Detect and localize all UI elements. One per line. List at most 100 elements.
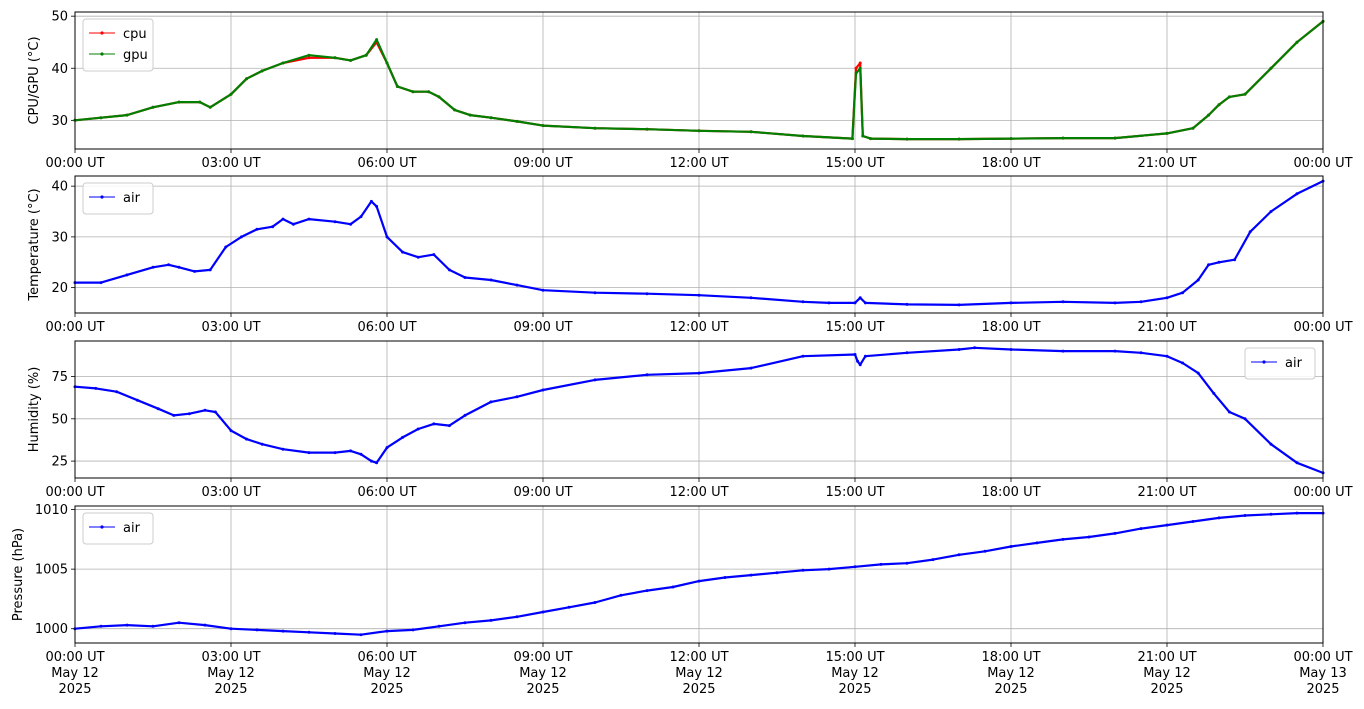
x-tick-label: 12:00 UT	[669, 156, 728, 171]
x-tick-label: 09:00 UT	[513, 320, 572, 335]
legend-marker-air	[100, 525, 104, 529]
legend: air	[82, 512, 154, 545]
data-point-air	[1035, 541, 1039, 545]
data-point-air	[193, 269, 197, 273]
x-date-label: May 12	[675, 666, 723, 681]
x-tick-label: 12:00 UT	[669, 485, 728, 500]
x-date-label: 2025	[214, 682, 247, 697]
x-tick-label: 03:00 UT	[201, 156, 260, 171]
x-tick-label: 21:00 UT	[1137, 485, 1196, 500]
data-point-gpu	[385, 61, 389, 65]
data-point-air	[307, 630, 311, 634]
data-point-air	[1061, 349, 1065, 353]
data-point-air	[879, 562, 883, 566]
data-point-air	[239, 235, 243, 239]
data-point-air	[187, 412, 191, 416]
data-point-gpu	[1207, 113, 1211, 117]
data-point-air	[1217, 516, 1221, 520]
data-point-air	[281, 217, 285, 221]
data-point-air	[973, 346, 977, 350]
data-point-air	[307, 217, 311, 221]
data-point-air	[255, 628, 259, 632]
legend: air	[82, 182, 154, 215]
x-tick-label: 12:00 UT	[669, 320, 728, 335]
data-point-air	[1233, 258, 1237, 262]
y-tick-label: 50	[51, 10, 68, 25]
data-point-air	[245, 437, 249, 441]
x-tick-label: 03:00 UT	[201, 320, 260, 335]
legend-marker-air	[100, 195, 104, 199]
data-point-gpu	[858, 66, 862, 70]
data-point-air	[1181, 291, 1185, 295]
data-point-air	[333, 632, 337, 635]
x-tick-label: 00:00 UT	[1293, 320, 1352, 335]
data-point-air	[489, 278, 493, 282]
data-point-air	[957, 348, 961, 351]
data-point-air	[1248, 230, 1252, 234]
data-point-air	[957, 303, 961, 307]
y-tick-label: 50	[51, 412, 68, 427]
legend-label-gpu: gpu	[123, 48, 148, 63]
data-point-air	[1113, 349, 1117, 353]
data-point-air	[1295, 192, 1299, 196]
data-point-air	[463, 276, 467, 279]
data-point-gpu	[905, 137, 909, 141]
data-point-air	[1165, 523, 1169, 527]
legend-box	[1244, 347, 1316, 380]
data-point-air	[749, 573, 753, 577]
data-point-air	[359, 215, 363, 219]
data-point-air	[125, 273, 129, 277]
data-point-air	[1139, 300, 1143, 304]
data-point-air	[775, 571, 779, 575]
data-point-gpu	[395, 85, 399, 88]
data-point-cpu	[854, 66, 858, 70]
legend-label-air: air	[123, 521, 141, 536]
data-point-air	[1196, 371, 1200, 375]
data-point-air	[905, 351, 909, 355]
x-tick-label: 03:00 UT	[201, 650, 260, 665]
data-point-air	[437, 624, 441, 628]
data-point-air	[333, 220, 337, 224]
x-tick-label: 18:00 UT	[981, 650, 1040, 665]
x-date-label: 2025	[682, 682, 715, 697]
data-point-air	[172, 413, 176, 417]
data-point-gpu	[645, 127, 649, 131]
data-point-gpu	[468, 113, 472, 117]
legend: air	[1244, 347, 1316, 380]
data-point-air	[593, 601, 597, 604]
data-point-air	[1207, 263, 1211, 267]
x-date-label: May 12	[519, 666, 567, 681]
data-point-air	[1009, 545, 1013, 548]
data-point-gpu	[957, 137, 961, 141]
data-point-gpu	[307, 53, 311, 57]
data-point-air	[203, 408, 207, 412]
data-point-air	[853, 301, 857, 305]
data-point-air	[213, 410, 217, 414]
x-tick-label: 09:00 UT	[513, 156, 572, 171]
data-point-air	[369, 459, 373, 463]
x-date-label: 2025	[1150, 682, 1183, 697]
data-point-air	[260, 442, 264, 446]
data-point-air	[515, 395, 519, 399]
data-point-air	[307, 451, 311, 455]
data-point-air	[697, 293, 701, 297]
legend-box	[82, 18, 154, 72]
data-point-air	[749, 296, 753, 300]
data-point-cpu	[307, 56, 311, 60]
data-point-air	[541, 388, 545, 392]
legend-label-air: air	[123, 191, 141, 206]
data-point-gpu	[850, 137, 854, 141]
data-point-air	[411, 628, 415, 632]
data-point-air	[333, 451, 337, 455]
data-point-gpu	[749, 130, 753, 134]
data-point-gpu	[489, 116, 493, 120]
data-point-air	[135, 398, 139, 402]
x-tick-label: 00:00 UT	[1293, 650, 1352, 665]
data-point-air	[645, 373, 649, 377]
data-point-gpu	[198, 100, 202, 104]
data-point-gpu	[541, 124, 545, 128]
x-tick-label: 15:00 UT	[825, 650, 884, 665]
data-point-gpu	[411, 90, 415, 94]
data-point-air	[645, 292, 649, 296]
legend-label-air: air	[1285, 356, 1303, 371]
